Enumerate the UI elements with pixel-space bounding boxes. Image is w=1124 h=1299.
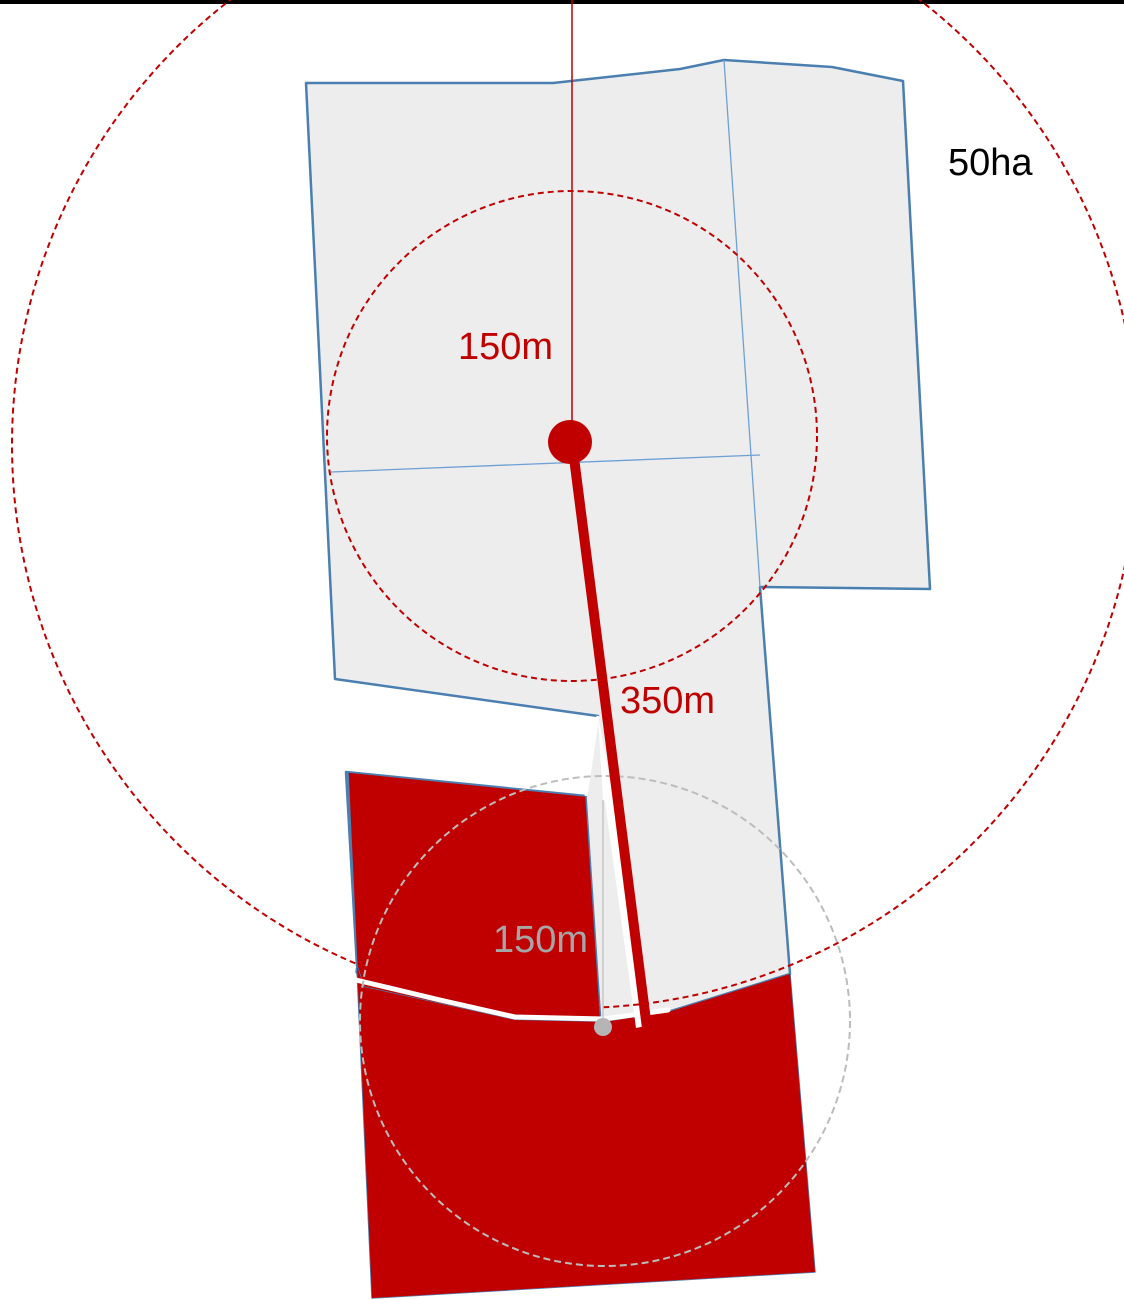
path-distance-label: 350m (620, 680, 715, 722)
red-plot-lower (357, 966, 815, 1298)
parcel-division-horizontal (330, 454, 761, 473)
inner-radius-circle-grey (359, 775, 851, 1267)
red-radius-label: 150m (458, 326, 553, 368)
large-radius-circle (11, 0, 1124, 1009)
grey-center-marker (594, 1018, 612, 1036)
white-corridor-edge (584, 715, 600, 797)
red-distance-path (568, 449, 653, 1037)
area-label: 50ha (948, 142, 1033, 184)
grey-radius-label: 150m (493, 919, 588, 961)
parcel-division-vertical (723, 59, 761, 588)
white-boundary-curve (353, 977, 671, 1022)
red-center-marker (548, 420, 592, 464)
